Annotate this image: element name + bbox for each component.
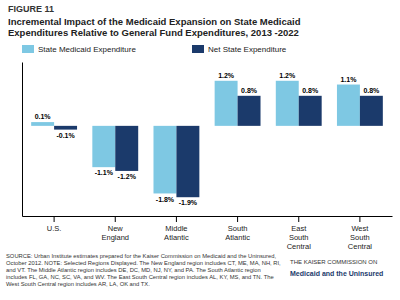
data-label: -0.1% — [56, 132, 75, 139]
bar — [176, 126, 199, 197]
x-tick: EastSouthCentral — [287, 216, 312, 251]
data-label: 0.8% — [241, 87, 258, 94]
chart-svg: FIGURE 11 Incremental Impact of the Medic… — [0, 0, 400, 300]
data-label: -1.8% — [156, 196, 175, 203]
x-tick: NewEngland — [101, 216, 129, 242]
x-tick-label-line: Atlantic — [225, 233, 250, 242]
x-tick-label-line: Central — [348, 242, 373, 251]
source-line: SOURCE: Urban Institute estimates prepar… — [6, 253, 276, 259]
data-label: -1.1% — [95, 169, 114, 176]
bar — [238, 96, 261, 126]
bar — [31, 122, 54, 126]
data-label: 1.2% — [218, 72, 235, 79]
source-line: and VT. The Middle Atlantic region inclu… — [6, 267, 261, 273]
x-tick: SouthAtlantic — [225, 216, 250, 242]
legend-swatch — [22, 45, 34, 53]
source-line: includes FL, GA, NC, SC, VA, and WV. The… — [6, 274, 274, 280]
bar — [92, 126, 115, 167]
x-axis: U.S.NewEnglandMiddleAtlanticSouthAtlanti… — [23, 216, 393, 251]
x-tick-label-line: South — [350, 233, 370, 242]
x-tick-mark — [176, 216, 177, 222]
x-tick-label: WestSouthCentral — [348, 224, 373, 251]
x-tick-label-line: England — [101, 233, 129, 242]
figure-label: FIGURE 11 — [8, 4, 54, 14]
x-tick-label-line: Atlantic — [164, 233, 189, 242]
x-tick-mark — [115, 216, 116, 222]
data-label: -1.2% — [118, 173, 137, 180]
bars — [31, 81, 383, 197]
data-label: 0.8% — [302, 87, 319, 94]
title-line: Expenditures Relative to General Fund Ex… — [8, 27, 299, 38]
bar — [299, 96, 322, 126]
title: Incremental Impact of the Medicaid Expan… — [8, 16, 301, 38]
org-line: THE KAISER COMMISSION ON — [290, 259, 377, 265]
x-tick-label-line: South — [289, 233, 309, 242]
bar — [215, 81, 238, 126]
x-tick-mark — [359, 216, 360, 222]
data-label: 1.2% — [279, 72, 296, 79]
bar — [276, 81, 299, 126]
bar — [54, 126, 77, 130]
x-tick-label-line: South — [228, 224, 248, 233]
x-tick-label-line: East — [291, 224, 307, 233]
x-tick-label-line: West — [351, 224, 369, 233]
x-tick-label: MiddleAtlantic — [164, 224, 189, 242]
x-tick-mark — [237, 216, 238, 222]
data-label: 1.1% — [340, 76, 357, 83]
source-line: West South Central region includes AR, L… — [6, 281, 150, 287]
x-tick-mark — [298, 216, 299, 222]
x-tick-label: EastSouthCentral — [287, 224, 312, 251]
source-line: October 2012. NOTE: Selected Regions Dis… — [6, 260, 281, 266]
data-labels: 0.1% -1.1% -1.8% 1.2% 1.2% 1.1% -0.1% -1.2% -1.9… — [35, 72, 380, 207]
x-tick-label: SouthAtlantic — [225, 224, 250, 242]
bar — [153, 126, 176, 194]
x-tick-label: U.S. — [47, 224, 62, 233]
bar — [115, 126, 138, 171]
bar — [360, 96, 383, 126]
x-tick: U.S. — [47, 216, 62, 233]
x-tick-mark — [54, 216, 55, 222]
x-tick-label: NewEngland — [101, 224, 129, 242]
x-axis-line — [23, 216, 393, 217]
org-name: Medicaid and the Uninsured — [290, 270, 383, 277]
y-axis — [22, 63, 23, 217]
source-note: SOURCE: Urban Institute estimates prepar… — [6, 253, 281, 287]
legend: State Medicaid Expenditure Net State Expe… — [22, 45, 287, 54]
data-label: 0.8% — [363, 87, 380, 94]
legend-swatch — [192, 45, 204, 53]
x-tick: MiddleAtlantic — [164, 216, 189, 242]
x-tick-label-line: Middle — [165, 224, 187, 233]
y-axis-line — [22, 63, 23, 217]
x-tick-label-line: Central — [287, 242, 312, 251]
legend-label: State Medicaid Expenditure — [38, 45, 136, 54]
legend-label: Net State Expenditure — [208, 45, 287, 54]
data-label: 0.1% — [35, 113, 52, 120]
bar — [337, 85, 360, 126]
x-tick: WestSouthCentral — [348, 216, 373, 251]
data-label: -1.9% — [179, 199, 198, 206]
title-line: Incremental Impact of the Medicaid Expan… — [8, 16, 301, 27]
x-tick-label-line: New — [108, 224, 124, 233]
x-tick-label-line: U.S. — [47, 224, 62, 233]
